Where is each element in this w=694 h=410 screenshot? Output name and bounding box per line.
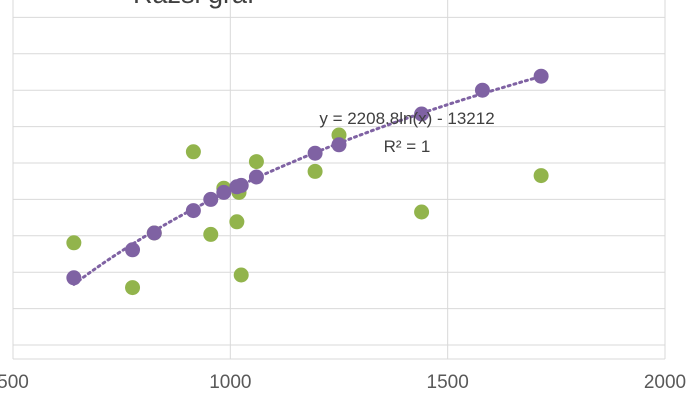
green-data-point xyxy=(229,214,245,230)
purple-data-point xyxy=(233,177,249,193)
chart-title: Rázsi graf xyxy=(133,0,255,9)
x-tick-label: 1500 xyxy=(427,372,469,393)
purple-data-point xyxy=(331,137,347,153)
x-axis: 500 1000 1500 2000 xyxy=(0,358,686,393)
purple-data-point xyxy=(125,242,141,258)
purple-data-point xyxy=(185,203,201,219)
green-data-point xyxy=(203,226,219,242)
purple-data-point xyxy=(66,270,82,286)
green-data-point xyxy=(185,144,201,160)
purple-data-point xyxy=(414,106,430,122)
purple-data-point xyxy=(216,184,232,200)
r-squared-label: R² = 1 xyxy=(384,137,431,156)
x-tick-label: 2000 xyxy=(644,372,686,393)
data-points xyxy=(66,68,549,296)
log-trendline xyxy=(72,74,543,286)
purple-data-point xyxy=(203,191,219,207)
gridlines xyxy=(12,0,666,359)
trendline-layer xyxy=(72,74,543,286)
green-data-point xyxy=(414,204,430,220)
green-data-point xyxy=(307,163,323,179)
green-data-point xyxy=(533,168,549,184)
green-data-point xyxy=(125,280,141,296)
green-data-point xyxy=(248,154,264,170)
purple-data-point xyxy=(533,68,549,84)
purple-data-point xyxy=(307,145,323,161)
green-data-point xyxy=(233,267,249,283)
x-tick-label: 1000 xyxy=(209,372,251,393)
green-data-point xyxy=(66,235,82,251)
x-tick-label: 500 xyxy=(0,372,29,393)
trendline-equation: y = 2208.8ln(x) - 13212 xyxy=(319,109,494,128)
purple-data-point xyxy=(146,225,162,241)
purple-data-point xyxy=(248,169,264,185)
purple-data-point xyxy=(474,82,490,98)
